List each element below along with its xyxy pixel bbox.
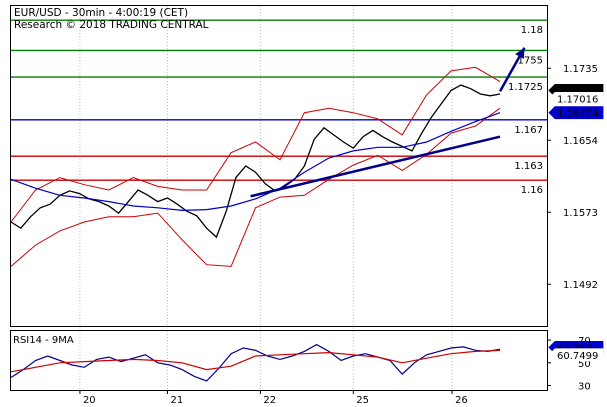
level-label-pivot: 1.167 bbox=[514, 125, 543, 136]
price-tag-red-box bbox=[548, 92, 604, 105]
rsi-series-layer bbox=[10, 343, 501, 382]
price-tag-red-label: 1.17016 bbox=[557, 94, 598, 105]
grid-layer bbox=[79, 6, 453, 390]
y-tick-label: 1.1492 bbox=[563, 280, 598, 291]
series-moving_average bbox=[10, 112, 501, 212]
x-tick-label: 22 bbox=[263, 395, 276, 406]
trendline bbox=[250, 135, 501, 198]
price-tag-red: 1.17016 bbox=[548, 92, 604, 105]
level-label-resistance: 1.18 bbox=[521, 25, 543, 36]
series-bollinger_upper bbox=[10, 66, 501, 223]
rsi-y-tick-label: 50 bbox=[578, 359, 591, 370]
level-label-support: 1.16 bbox=[521, 185, 543, 196]
rsi-y-tick-label: 30 bbox=[578, 381, 591, 392]
level-label-resistance: 1.1725 bbox=[508, 82, 543, 93]
chart-header-title: EUR/USD - 30min - 4:00:19 (CET) bbox=[14, 7, 188, 19]
series-layer bbox=[10, 47, 526, 267]
price-tag-blue: 1.16774 bbox=[548, 106, 604, 120]
y-tick-label: 1.1735 bbox=[563, 64, 598, 75]
series-bollinger_lower bbox=[10, 107, 501, 267]
projection-arrow-head bbox=[515, 47, 525, 59]
chart-header-copyright: Research © 2018 TRADING CENTRAL bbox=[14, 19, 209, 31]
level-label-resistance: .1755 bbox=[514, 55, 543, 66]
rsi-value-tag-red-label: 60.7499 bbox=[557, 351, 598, 362]
x-tick-label: 26 bbox=[455, 395, 468, 406]
price-tag-blue-box bbox=[548, 106, 604, 120]
y-tick-label: 1.1573 bbox=[563, 208, 598, 219]
x-tick-label: 20 bbox=[83, 395, 96, 406]
x-tick-label: 21 bbox=[170, 395, 183, 406]
rsi-series-rsi_ma bbox=[10, 349, 501, 373]
rsi-value-tag-red: 60.7499 bbox=[548, 348, 604, 362]
rsi-value-tag-red-box bbox=[548, 348, 604, 362]
rsi-panel-title: RSI14 - 9MA bbox=[13, 335, 74, 346]
x-tick-label: 25 bbox=[356, 395, 369, 406]
price-tag-blue-label: 1.16774 bbox=[557, 109, 598, 120]
level-layer: 1.18 .1755 1.1725 1.167 1.163 1.16 bbox=[11, 19, 547, 196]
main-chart-panel bbox=[10, 5, 548, 327]
price-tag-dark-label: 1.17063 bbox=[557, 86, 598, 97]
level-label-support: 1.163 bbox=[514, 161, 543, 172]
rsi-panel bbox=[10, 330, 548, 391]
y-tick-label: 1.1654 bbox=[563, 136, 598, 147]
